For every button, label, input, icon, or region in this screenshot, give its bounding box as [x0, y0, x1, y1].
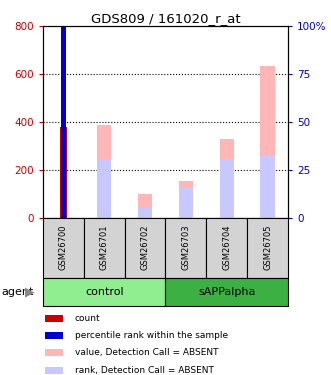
Bar — [166, 278, 288, 306]
Text: percentile rank within the sample: percentile rank within the sample — [75, 331, 228, 340]
Text: count: count — [75, 314, 101, 322]
Bar — [97, 125, 112, 217]
Bar — [43, 278, 166, 306]
Bar — [138, 209, 152, 218]
Title: GDS809 / 161020_r_at: GDS809 / 161020_r_at — [91, 12, 240, 25]
Text: GSM26701: GSM26701 — [100, 225, 109, 270]
Text: value, Detection Call = ABSENT: value, Detection Call = ABSENT — [75, 348, 218, 357]
Bar — [125, 217, 166, 278]
Bar — [260, 66, 275, 218]
Text: GSM26703: GSM26703 — [181, 225, 190, 270]
Bar — [97, 159, 112, 218]
Bar — [179, 187, 193, 218]
Text: control: control — [85, 286, 123, 297]
Text: sAPPalpha: sAPPalpha — [198, 286, 256, 297]
Bar — [45, 315, 63, 322]
Bar — [43, 217, 84, 278]
Bar — [45, 350, 63, 356]
Bar — [179, 181, 193, 218]
Bar — [45, 332, 63, 339]
Bar — [260, 156, 275, 218]
Text: GSM26705: GSM26705 — [263, 225, 272, 270]
Bar — [138, 194, 152, 217]
Bar — [247, 217, 288, 278]
Bar — [61, 0, 66, 217]
Bar — [206, 217, 247, 278]
Text: rank, Detection Call = ABSENT: rank, Detection Call = ABSENT — [75, 366, 214, 375]
Bar — [84, 217, 125, 278]
Bar — [166, 217, 206, 278]
Bar — [60, 127, 67, 218]
Bar — [45, 367, 63, 374]
Text: agent: agent — [2, 286, 34, 297]
Bar — [219, 139, 234, 218]
Text: GSM26704: GSM26704 — [222, 225, 231, 270]
Text: GSM26702: GSM26702 — [141, 225, 150, 270]
Text: GSM26700: GSM26700 — [59, 225, 68, 270]
Text: ▶: ▶ — [25, 285, 34, 298]
Bar — [219, 159, 234, 218]
